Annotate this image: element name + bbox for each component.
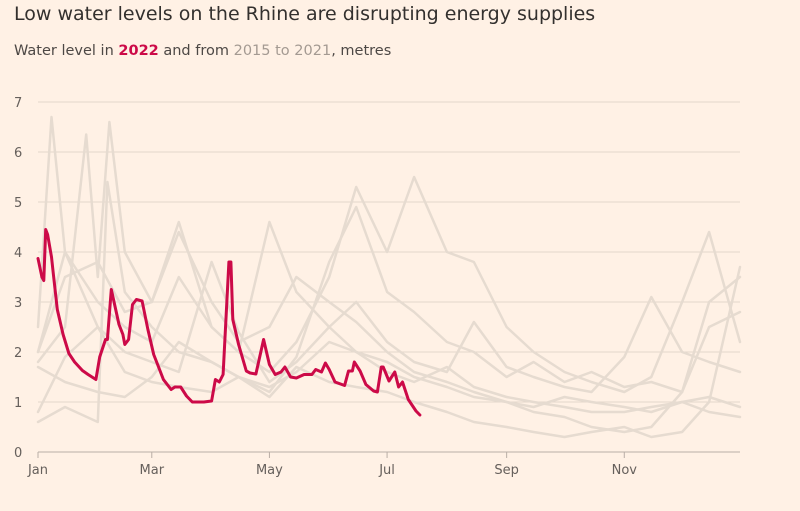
history-series-line [36,265,742,439]
y-tick-label: 6 [14,146,22,161]
x-tick-label: Nov [612,463,638,478]
history-series-line [36,120,742,394]
subtitle-highlight-year: 2022 [118,43,159,59]
x-tick-label: Jan [27,463,48,478]
subtitle-prefix: Water level in [14,43,119,59]
history-series-line [36,180,742,424]
chart-subtitle: Water level in 2022 and from 2015 to 202… [14,43,391,59]
y-tick-label: 3 [14,296,22,311]
y-tick-label: 4 [14,246,22,261]
history-series-line [36,205,742,399]
x-tick-label: Sep [494,463,519,478]
gridlines [38,101,740,403]
y-tick-label: 5 [14,196,22,211]
history-series-line [36,230,742,414]
y-tick-label: 0 [14,446,22,461]
x-tick-label: Mar [140,463,165,478]
subtitle-middle: and from [158,43,234,59]
y-tick-label: 2 [14,346,22,361]
x-tick-label: May [256,463,283,478]
y-tick-label: 1 [14,396,22,411]
subtitle-suffix: , metres [331,43,392,59]
highlight-line-group [36,228,422,417]
x-tick-label: Jul [378,463,395,478]
chart-title: Low water levels on the Rhine are disrup… [14,3,596,25]
history-lines [36,115,742,439]
highlight-series-line-2022 [36,228,422,417]
history-series-line [36,250,742,394]
axes: 0 1 2 3 4 5 6 7 Jan Mar May Jul Sep Nov [14,96,740,478]
subtitle-history-range: 2015 to 2021 [233,43,332,59]
y-tick-label: 7 [14,96,22,111]
